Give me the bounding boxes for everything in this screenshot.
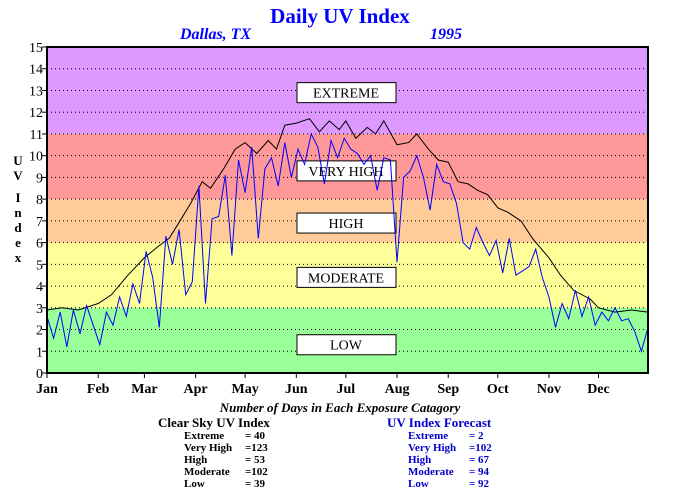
x-tick-label: Jun xyxy=(285,382,308,397)
y-tick-label: 2 xyxy=(36,324,43,339)
y-tick-label: 9 xyxy=(36,171,43,186)
year-label: 1995 xyxy=(430,26,462,43)
clear-sky-title: Clear Sky UV Index xyxy=(158,415,270,430)
stat-label: Extreme xyxy=(408,430,449,442)
page-title: Daily UV Index xyxy=(270,4,410,28)
stat-value: = 92 xyxy=(469,478,490,490)
x-tick-label: Apr xyxy=(184,382,208,397)
band-label: MODERATE xyxy=(308,271,384,286)
band-label: HIGH xyxy=(329,217,364,232)
y-tick-label: 6 xyxy=(36,237,43,252)
stat-label: Low xyxy=(184,478,205,490)
location-label: Dallas, TX xyxy=(180,26,252,43)
y-tick-label: 12 xyxy=(29,106,43,121)
y-tick-label: 13 xyxy=(29,84,43,99)
stat-label: Moderate xyxy=(184,466,230,478)
stat-value: = 39 xyxy=(245,478,266,490)
forecast-title: UV Index Forecast xyxy=(387,415,492,430)
band-label: LOW xyxy=(330,339,363,354)
stat-label: Extreme xyxy=(184,430,225,442)
x-tick-label: Dec xyxy=(587,382,610,397)
band-label-box xyxy=(296,334,397,356)
stat-value: =123 xyxy=(245,442,268,454)
y-tick-label: 4 xyxy=(36,280,43,295)
stat-label: Very High xyxy=(184,442,233,454)
stat-label: High xyxy=(408,454,432,466)
stat-value: = 53 xyxy=(245,454,266,466)
y-tick-label: 14 xyxy=(29,63,43,78)
band-label-box xyxy=(296,212,397,234)
y-tick-label: 7 xyxy=(36,215,43,230)
y-tick-label: 11 xyxy=(30,128,43,143)
x-tick-label: Aug xyxy=(385,382,410,397)
y-tick-label: 1 xyxy=(36,345,43,360)
band-label-box xyxy=(296,82,397,104)
stat-label: High xyxy=(184,454,208,466)
y-tick-label: 0 xyxy=(36,367,43,382)
y-tick-label: 5 xyxy=(36,258,43,273)
stat-label: Very High xyxy=(408,442,457,454)
y-tick-label: 10 xyxy=(29,150,43,165)
stat-value: =102 xyxy=(245,466,268,478)
stat-label: Low xyxy=(408,478,429,490)
series-line-forecast xyxy=(46,132,649,354)
y-tick-label: 8 xyxy=(36,193,43,208)
x-tick-label: May xyxy=(232,382,259,397)
x-tick-label: Feb xyxy=(87,382,110,397)
band-label-box xyxy=(296,266,397,288)
band-label: EXTREME xyxy=(313,87,379,102)
stat-value: = 40 xyxy=(245,430,266,442)
x-tick-label: Jul xyxy=(337,382,356,397)
band-label-box xyxy=(296,160,397,182)
stats-heading: Number of Days in Each Exposure Catagory xyxy=(219,400,461,415)
x-tick-label: Oct xyxy=(487,382,509,397)
x-tick-label: Jan xyxy=(36,382,58,397)
x-tick-label: Mar xyxy=(131,382,157,397)
y-tick-label: 3 xyxy=(36,302,43,317)
plot-frame xyxy=(46,46,649,374)
x-tick-label: Sep xyxy=(437,382,459,397)
stat-value: = 67 xyxy=(469,454,490,466)
stat-value: =102 xyxy=(469,442,492,454)
stat-value: = 2 xyxy=(469,430,484,442)
y-tick-label: 15 xyxy=(29,41,43,56)
stat-label: Moderate xyxy=(408,466,454,478)
series-line-clear-sky xyxy=(46,118,649,313)
stat-value: = 94 xyxy=(469,466,490,478)
x-tick-label: Nov xyxy=(537,382,561,397)
